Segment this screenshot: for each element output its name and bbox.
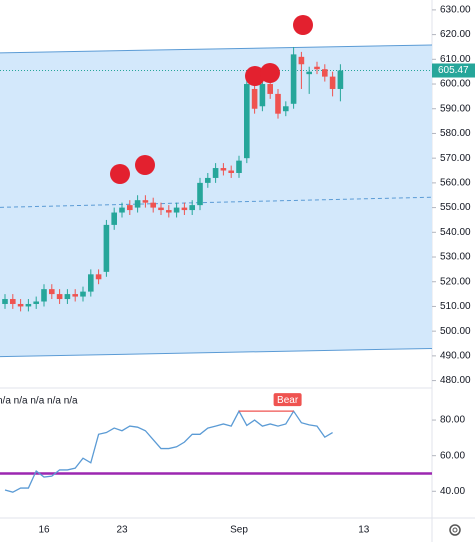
candle-body: [173, 207, 180, 213]
candle-body: [80, 291, 86, 297]
candle-body: [142, 200, 149, 203]
candle-body: [17, 303, 24, 307]
candle-body: [33, 301, 39, 304]
candle-body: [64, 294, 71, 300]
candle-body: [205, 177, 211, 183]
x-tick-label: Sep: [230, 525, 248, 536]
event-marker[interactable]: [135, 155, 155, 175]
rsi-header: n/a n/a n/a n/a n/a: [0, 396, 78, 407]
candle-body: [322, 69, 328, 77]
candle-body: [88, 274, 94, 292]
candle-body: [10, 299, 16, 304]
y-tick-label: 510.00: [440, 301, 471, 312]
candle-body: [56, 294, 63, 300]
settings-icon[interactable]: [449, 524, 461, 536]
candle-body: [236, 160, 242, 173]
y-tick-label: 560.00: [440, 178, 471, 189]
candle-body: [337, 70, 344, 89]
candle-body: [228, 170, 234, 173]
x-tick-label: 23: [116, 525, 128, 536]
candle-body: [298, 56, 305, 65]
candle-body: [251, 88, 258, 109]
candle-body: [181, 207, 188, 211]
candle-body: [2, 299, 8, 304]
candle-body: [41, 289, 47, 302]
candle-body: [197, 182, 203, 206]
rsi-line: [4, 409, 333, 493]
candle-body: [49, 289, 55, 295]
candle-body: [212, 168, 219, 178]
y-tick-label: 520.00: [440, 276, 471, 287]
candle-body: [134, 200, 141, 208]
y-tick-label: 590.00: [440, 103, 471, 114]
candle-body: [72, 294, 78, 297]
y-tick-label: 490.00: [440, 351, 471, 362]
event-marker[interactable]: [245, 66, 265, 86]
divergence-label: Bear: [277, 395, 299, 406]
y2-tick-label: 80.00: [440, 415, 465, 426]
candle-body: [25, 303, 32, 307]
candle-body: [189, 205, 195, 211]
last-price-box: [432, 63, 475, 78]
y-tick-label: 500.00: [440, 326, 471, 337]
y-tick-label: 580.00: [440, 128, 471, 139]
y-tick-label: 630.00: [440, 5, 471, 16]
candle-body: [329, 76, 336, 89]
event-marker[interactable]: [293, 15, 313, 35]
channel-middle: [0, 196, 433, 208]
channel-lower: [0, 347, 433, 358]
divergence-box: [273, 393, 302, 407]
candle-body: [166, 210, 172, 213]
event-marker[interactable]: [260, 63, 280, 83]
y-tick-label: 600.00: [440, 79, 471, 90]
x-tick-label: 13: [358, 525, 370, 536]
y-tick-label: 610.00: [440, 54, 471, 65]
candle-body: [111, 212, 117, 225]
candle-body: [158, 207, 164, 211]
candle-body: [283, 106, 289, 112]
candle-body: [95, 274, 102, 280]
candle-body: [119, 207, 125, 213]
candle-body: [259, 84, 266, 107]
y-tick-label: 530.00: [440, 252, 471, 263]
candle-body: [150, 202, 156, 208]
y2-tick-label: 40.00: [440, 486, 465, 497]
candle-body: [103, 224, 110, 272]
y-tick-label: 570.00: [440, 153, 471, 164]
candle-body: [290, 54, 297, 104]
channel-fill: [0, 44, 432, 357]
y-tick-label: 540.00: [440, 227, 471, 238]
y-tick-label: 550.00: [440, 202, 471, 213]
y-tick-label: 480.00: [440, 375, 471, 386]
x-tick-label: 16: [38, 525, 50, 536]
last-price-label: 605.47: [438, 65, 469, 76]
candle-body: [314, 66, 320, 70]
candle-body: [306, 71, 312, 75]
candle-body: [244, 84, 250, 159]
channel-upper: [0, 44, 433, 54]
y2-tick-label: 60.00: [440, 450, 465, 461]
candle-body: [267, 84, 273, 94]
candle-body: [127, 205, 133, 211]
candle-body: [275, 93, 281, 114]
candle-body: [220, 168, 227, 171]
event-marker[interactable]: [110, 164, 130, 184]
y-tick-label: 620.00: [440, 29, 471, 40]
